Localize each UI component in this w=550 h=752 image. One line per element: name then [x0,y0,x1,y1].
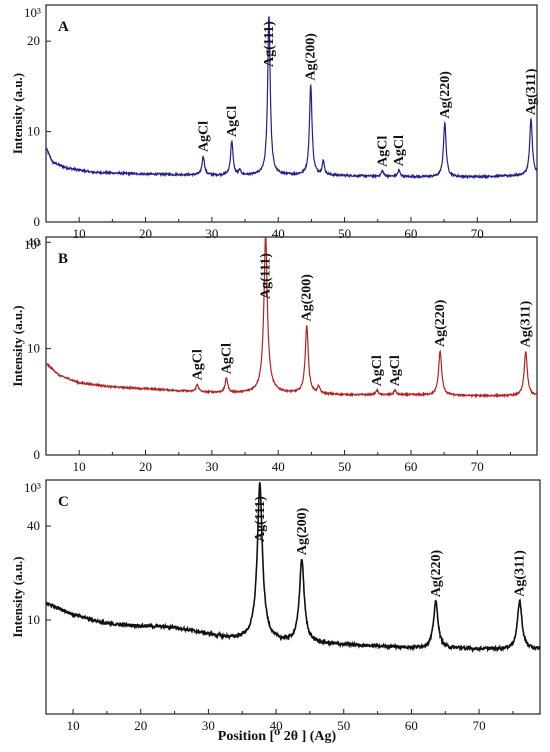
peak-label: Ag(311) [524,68,539,115]
x-tick-label: 40 [270,718,283,733]
peak-label: AgCl [219,343,234,374]
x-tick-label: 60 [404,226,417,241]
x-tick-label: 30 [202,718,215,733]
panel-label: C [58,494,69,510]
x-tick-label: 20 [139,226,152,241]
y-axis-label: Intensity (a.u.) [10,556,25,637]
x-tick-label: 40 [272,226,285,241]
peak-label: AgCl [225,106,240,137]
y-tick-label: 0 [34,447,41,462]
y-multiplier-label: 10³ [24,237,41,252]
peak-label: Ag(200) [300,274,315,322]
x-tick-label: 20 [139,459,152,474]
x-tick-label: 70 [471,459,484,474]
peak-label: AgCl [190,349,205,380]
x-tick-label: 40 [272,459,285,474]
peak-label: Ag(220) [438,71,453,119]
y-tick-label: 40 [27,518,40,533]
x-tick-label: 60 [404,459,417,474]
peak-label: Ag(111) [253,496,268,542]
peak-label: Ag(220) [429,550,444,598]
x-tick-label: 50 [338,459,351,474]
x-tick-label: 60 [405,718,418,733]
y-tick-label: 40 [27,234,40,249]
y-multiplier-label: 10³ [24,480,41,495]
x-tick-label: 10 [73,459,86,474]
peak-label: Ag(111) [262,21,277,67]
y-tick-label: 10 [27,612,40,627]
peak-label: Ag(220) [433,299,448,347]
x-tick-label: 10 [73,226,86,241]
plot-frame [45,4,538,223]
peak-label: Ag(311) [519,300,534,347]
x-tick-label: 30 [205,459,218,474]
x-tick-label: 50 [337,718,350,733]
y-tick-label: 10 [27,124,40,139]
x-axis-title: Position [⁰ 2θ ] (Ag) [218,729,337,744]
peak-label: Ag(111) [259,253,274,299]
xrd-series-line [46,16,537,180]
panel-a: 10 20 30 40 50 60 70 0 10 20 10³ A Intensity (a.u.) A… [10,4,539,241]
x-tick-label: 70 [471,226,484,241]
x-tick-label: 20 [134,718,147,733]
peak-label: Ag(200) [295,507,310,555]
panel-c: 10 20 30 40 50 60 70 10 40 10³ C Intensity (a.u.) Ag… [10,479,541,733]
y-tick-label: 10 [27,341,40,356]
y-tick-label: 20 [27,33,40,48]
peak-label: AgCl [375,136,390,167]
y-axis-label: Intensity (a.u.) [10,305,25,386]
x-tick-label: 70 [473,718,486,733]
peak-label: AgCl [370,355,385,386]
x-tick-label: 10 [67,718,80,733]
y-tick-label: 0 [34,214,41,229]
y-axis-label: Intensity (a.u.) [10,73,25,154]
xrd-series-line [46,482,540,654]
peak-label: AgCl [392,135,407,166]
plot-frame [45,236,538,456]
panel-label: B [58,251,68,267]
xrd-series-line [46,237,537,399]
panel-label: A [58,19,69,35]
peak-label: Ag(200) [304,33,319,81]
x-tick-label: 50 [338,226,351,241]
x-tick-label: 30 [205,226,218,241]
peak-label: AgCl [388,355,403,386]
peak-label: Ag(311) [513,550,528,597]
y-multiplier-label: 10³ [24,5,41,20]
peak-label: AgCl [196,121,211,152]
plot-frame [45,479,541,715]
